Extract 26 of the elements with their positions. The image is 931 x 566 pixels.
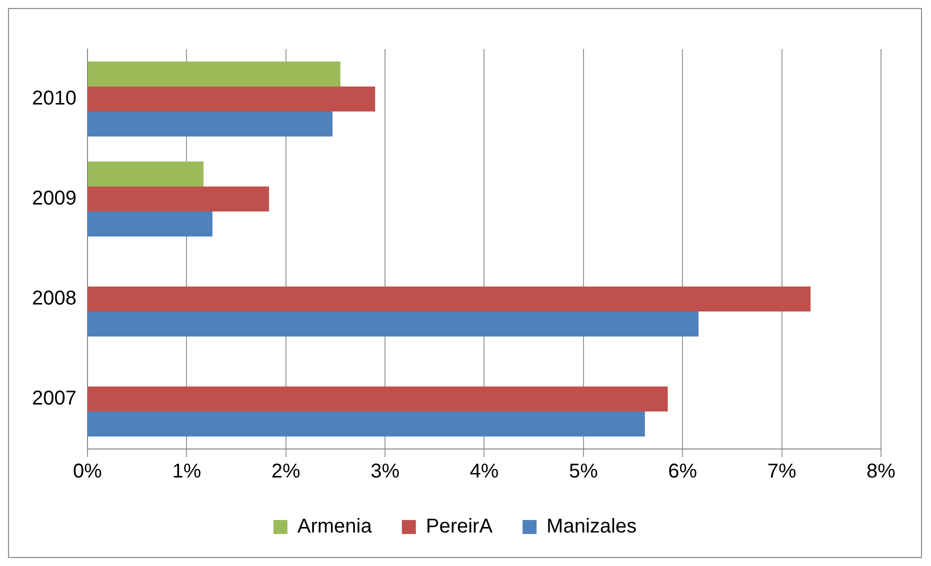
bar <box>88 386 668 412</box>
x-tick-label: 6% <box>668 460 698 483</box>
y-tick-label: 2010 <box>32 88 76 110</box>
bar <box>88 112 332 136</box>
bar <box>88 86 376 112</box>
x-tick-label: 5% <box>568 460 598 483</box>
bar <box>88 62 340 86</box>
legend-label: Manizales <box>546 516 637 538</box>
x-tick-label: 1% <box>172 460 202 483</box>
bar <box>88 212 212 236</box>
y-tick-label: 2008 <box>32 288 76 310</box>
y-tick-label: 2007 <box>32 388 76 410</box>
bar <box>88 286 811 312</box>
x-tick-label: 0% <box>73 460 102 483</box>
legend-label: PereirA <box>426 516 494 538</box>
x-tick-label: 8% <box>866 460 896 483</box>
x-tick-label: 2% <box>271 460 301 483</box>
legend-label: Armenia <box>297 516 373 538</box>
x-tick-label: 3% <box>370 460 400 483</box>
bar <box>88 162 204 186</box>
bar <box>88 186 270 212</box>
x-tick-label: 7% <box>767 460 796 483</box>
x-tick-label: 4% <box>470 460 499 483</box>
y-tick-label: 2009 <box>32 188 76 210</box>
bar <box>88 412 645 436</box>
bar <box>88 312 698 336</box>
